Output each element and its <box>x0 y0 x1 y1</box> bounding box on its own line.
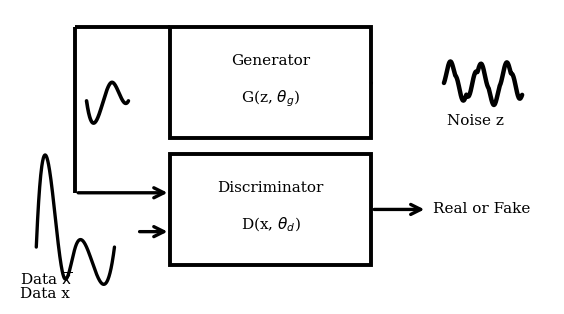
Text: Real or Fake: Real or Fake <box>433 203 530 216</box>
Text: Generator: Generator <box>231 54 310 68</box>
Text: Data $\overline{\mathrm{x}}$: Data $\overline{\mathrm{x}}$ <box>20 272 72 289</box>
Text: Discriminator: Discriminator <box>218 181 324 195</box>
Text: D(x, $\theta_d$): D(x, $\theta_d$) <box>241 216 301 234</box>
FancyBboxPatch shape <box>170 27 371 138</box>
Text: G(z, $\theta_g$): G(z, $\theta_g$) <box>241 88 301 109</box>
Text: Noise z: Noise z <box>447 114 504 128</box>
FancyBboxPatch shape <box>170 154 371 265</box>
Text: Data x: Data x <box>20 287 69 301</box>
